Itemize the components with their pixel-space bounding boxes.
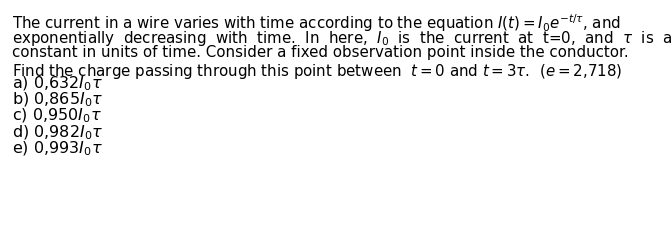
Text: The current in a wire varies with time according to the equation $I(t) = I_0e^{-: The current in a wire varies with time a… xyxy=(12,12,621,34)
Text: d) $0{,}982I_0\tau$: d) $0{,}982I_0\tau$ xyxy=(12,123,103,142)
Text: exponentially  decreasing  with  time.  In  here,  $I_0$  is  the  current  at  : exponentially decreasing with time. In h… xyxy=(12,29,672,47)
Text: c) $0{,}950I_0\tau$: c) $0{,}950I_0\tau$ xyxy=(12,107,102,125)
Text: e) $0{,}993I_0\tau$: e) $0{,}993I_0\tau$ xyxy=(12,139,103,158)
Text: a) $0{,}632I_0\tau$: a) $0{,}632I_0\tau$ xyxy=(12,74,103,93)
Text: constant in units of time. Consider a fixed observation point inside the conduct: constant in units of time. Consider a fi… xyxy=(12,45,628,60)
Text: b) $0{,}865I_0\tau$: b) $0{,}865I_0\tau$ xyxy=(12,91,103,109)
Text: Find the charge passing through this point between  $t = 0$ and $t = 3\tau$.  $(: Find the charge passing through this poi… xyxy=(12,61,622,81)
